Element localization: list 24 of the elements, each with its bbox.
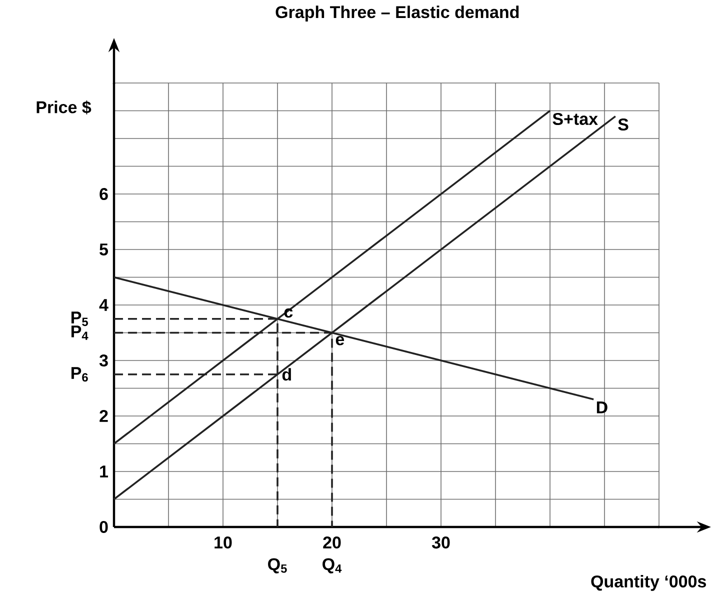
y-tick-label: 0	[100, 520, 108, 534]
series-label: S	[618, 118, 628, 131]
y-tick-label: 3	[99, 354, 108, 367]
annotation: Q$_{4}$	[322, 558, 342, 574]
annotation: Q$_{5}$	[268, 558, 287, 574]
annotation: e	[336, 336, 344, 346]
series-label: D	[596, 402, 608, 414]
y-tick-label: 5	[100, 244, 108, 256]
annotation: d	[282, 368, 291, 381]
annotation: c	[284, 308, 293, 318]
x-tick-label: 10	[214, 536, 232, 549]
series-label: S+tax	[552, 112, 598, 125]
x-axis-title: Quantity ‘000s	[591, 575, 706, 591]
y-tick-label: 2	[100, 410, 108, 422]
annotation: P$_{4}$	[71, 326, 88, 340]
annotation: P$_{6}$	[71, 367, 88, 382]
x-tick-label: 20	[323, 536, 341, 549]
y-tick-label: 4	[99, 299, 108, 311]
annotation: P$_{5}$	[71, 312, 88, 326]
y-tick-label: 1	[100, 466, 108, 478]
chart-title: Graph Three – Elastic demand	[276, 6, 519, 22]
x-tick-label: 30	[432, 536, 450, 549]
y-axis-title: Price $	[36, 100, 92, 114]
y-tick-label: 6	[100, 188, 108, 200]
